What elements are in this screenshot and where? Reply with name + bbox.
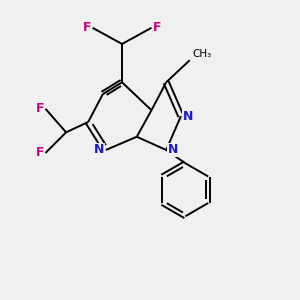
Text: F: F [35,146,44,159]
Text: F: F [153,21,161,34]
Text: F: F [35,102,44,115]
Text: N: N [94,143,104,157]
Text: N: N [168,143,178,157]
Text: N: N [182,110,193,123]
Text: CH₃: CH₃ [192,49,212,59]
Text: F: F [82,21,91,34]
